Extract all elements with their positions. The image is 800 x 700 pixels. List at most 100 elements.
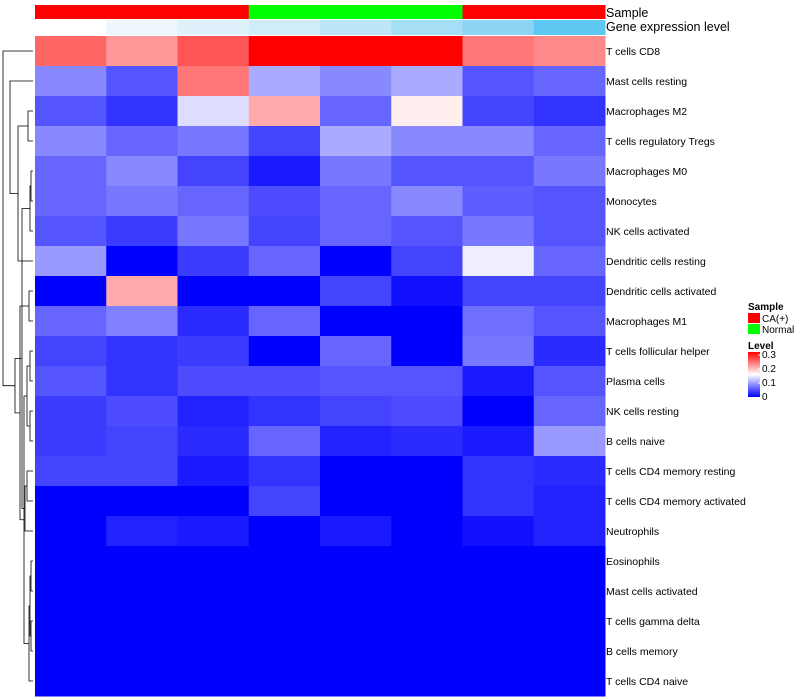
heatmap-cell-19-2 [177,606,250,637]
legend-label-normal: Normal [762,325,794,336]
heatmap-cell-0-2 [177,36,250,67]
heatmap-cell-17-5 [391,546,463,577]
dendrogram-branch-4 [30,170,33,202]
heatmap-cell-13-6 [462,426,535,457]
heatmap-cell-19-4 [320,606,392,637]
heatmap-cell-20-4 [320,636,392,667]
heatmap-cell-17-2 [177,546,250,577]
legend-level-title: Level [748,341,774,352]
heatmap-cell-4-1 [106,156,178,187]
heatmap-cell-9-3 [248,306,321,337]
heatmap-cell-16-4 [320,516,392,547]
heatmap-cell-21-7 [533,666,606,697]
heatmap-cell-7-3 [248,246,321,277]
heatmap-cell-5-3 [248,186,321,217]
heatmap-cell-1-2 [177,66,250,97]
heatmap-cell-9-5 [391,306,463,337]
row-label-17: Eosinophils [606,556,660,568]
legend-color-bar [748,352,760,397]
heatmap-cell-12-5 [391,396,463,427]
heatmap-cell-17-1 [106,546,178,577]
heatmap-cell-4-6 [462,156,535,187]
heatmap-cell-21-5 [391,666,463,697]
dendrogram-branch-13 [27,110,33,142]
heatmap-cell-13-0 [35,426,107,457]
legend-tick-0.2: 0.2 [762,364,776,375]
heatmap-cell-12-6 [462,396,535,427]
heatmap-cell-6-2 [177,216,250,247]
heatmap-cell-11-6 [462,366,535,397]
heatmap-cell-2-6 [462,96,535,127]
heatmap-cell-1-6 [462,66,535,97]
heatmap-cell-14-1 [106,456,178,487]
heatmap-cell-16-3 [248,516,321,547]
heatmap-cell-6-5 [391,216,463,247]
heatmap-cell-2-3 [248,96,321,127]
heatmap-cell-7-5 [391,246,463,277]
heatmap-cell-15-5 [391,486,463,517]
heatmap-cell-5-5 [391,186,463,217]
heatmap-cell-17-4 [320,546,392,577]
heatmap-cell-2-7 [533,96,606,127]
heatmap-cell-20-7 [533,636,606,667]
heatmap-cell-20-2 [177,636,250,667]
heatmap-cell-3-7 [533,126,606,157]
heatmap-cell-15-4 [320,486,392,517]
heatmap-cell-21-3 [248,666,321,697]
annotation-cell-1-7 [533,20,606,35]
row-label-8: Dendritic cells activated [606,286,716,298]
heatmap-cell-21-1 [106,666,178,697]
heatmap-cell-4-7 [533,156,606,187]
row-label-10: T cells follicular helper [606,346,710,358]
dendrogram-branch-17 [14,358,22,414]
heatmap-cell-5-4 [320,186,392,217]
heatmap-cell-10-3 [248,336,321,367]
heatmap-cell-11-0 [35,366,107,397]
heatmap-cell-13-2 [177,426,250,457]
heatmap-cell-10-4 [320,336,392,367]
heatmap-cell-0-1 [106,36,178,67]
dendrogram-branch-19 [2,50,33,387]
dendrogram-branch-10 [26,365,30,427]
dendrogram-branch-8 [29,410,33,442]
heatmap-cell-12-7 [533,396,606,427]
heatmap-cell-5-2 [177,186,250,217]
heatmap-cell-13-5 [391,426,463,457]
heatmap-cell-16-2 [177,516,250,547]
heatmap-cell-17-3 [248,546,321,577]
heatmap-cell-3-4 [320,126,392,157]
row-label-4: Macrophages M0 [606,166,687,178]
heatmap-cell-2-1 [106,96,178,127]
heatmap-cell-7-7 [533,246,606,277]
heatmap-cell-2-5 [391,96,463,127]
annotation-label-sample: Sample [606,6,648,20]
annotation-cell-0-3 [248,5,321,19]
row-label-21: T cells CD4 naive [606,676,688,688]
row-label-0: T cells CD8 [606,46,660,58]
heatmap-cell-11-4 [320,366,392,397]
heatmap-cell-18-1 [106,576,178,607]
dendrogram-branch-11 [24,485,33,532]
heatmap-cell-17-6 [462,546,535,577]
heatmap-cell-0-3 [248,36,321,67]
row-label-16: Neutrophils [606,526,659,538]
heatmap-cell-6-0 [35,216,107,247]
heatmap-cell-18-0 [35,576,107,607]
legend: Sample CA(+) Normal Level 0.3 0.2 0.1 0 [748,302,794,403]
heatmap-cell-19-0 [35,606,107,637]
row-label-1: Mast cells resting [606,76,687,88]
heatmap-cell-21-6 [462,666,535,697]
heatmap-cell-14-5 [391,456,463,487]
heatmap-cell-10-6 [462,336,535,367]
heatmap-cell-15-3 [248,486,321,517]
annotation-label-gene-expression: Gene expression level [606,20,730,34]
heatmap-cell-11-3 [248,366,321,397]
heatmap-cell-8-2 [177,276,250,307]
heatmap-cell-5-6 [462,186,535,217]
heatmap-cell-21-2 [177,666,250,697]
heatmap-cell-13-7 [533,426,606,457]
heatmap-cell-12-0 [35,396,107,427]
row-label-20: B cells memory [606,646,679,658]
dendrogram-branch-0 [30,560,33,592]
annotation-cell-1-3 [248,20,321,35]
